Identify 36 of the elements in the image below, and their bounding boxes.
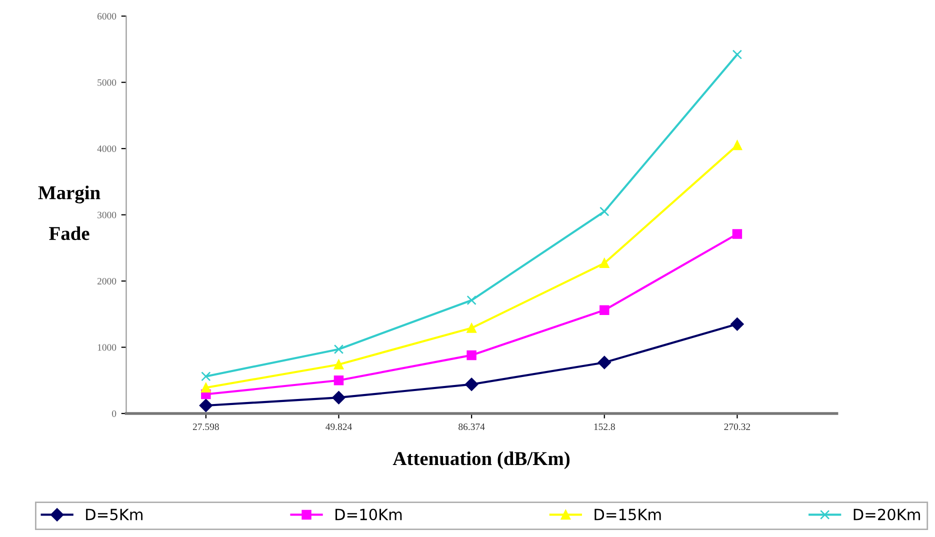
point [201,372,211,382]
y-tick-label: 1000 [98,344,116,351]
y-tick-label: 5000 [98,79,116,86]
point [334,376,344,386]
x-tick-label: 49.824 [326,423,352,430]
x-tick-label: 270.32 [724,423,750,430]
y-tick-label: 6000 [97,13,116,20]
point [466,350,476,360]
y-tick-label: 3000 [98,212,116,218]
point [730,317,744,331]
x-axis-title: Attenuation (dB/Km) [392,451,570,470]
point [334,360,344,370]
legend-label: D=5Km [86,508,142,520]
point [732,229,742,239]
y-tick-label: 2000 [97,278,116,284]
x-tick-label: 86.374 [458,423,485,430]
point [334,344,344,354]
point [466,323,476,333]
y-tick-label: 0 [112,410,116,417]
legend-label: D=15Km [594,508,661,520]
legend-label: D=10Km [336,508,402,520]
point [598,356,611,370]
point [332,391,346,404]
x-tick-label: 27.598 [192,423,219,430]
y-tick-label: 4000 [97,145,116,152]
point [464,378,478,391]
legend-label: D=20Km [854,508,920,520]
point [600,258,610,268]
point [732,50,742,60]
point [199,398,213,412]
point [201,382,211,393]
point [732,140,742,150]
x-tick-label: 152.8 [594,423,615,430]
point [600,206,610,216]
point [466,295,476,306]
point [600,305,610,316]
